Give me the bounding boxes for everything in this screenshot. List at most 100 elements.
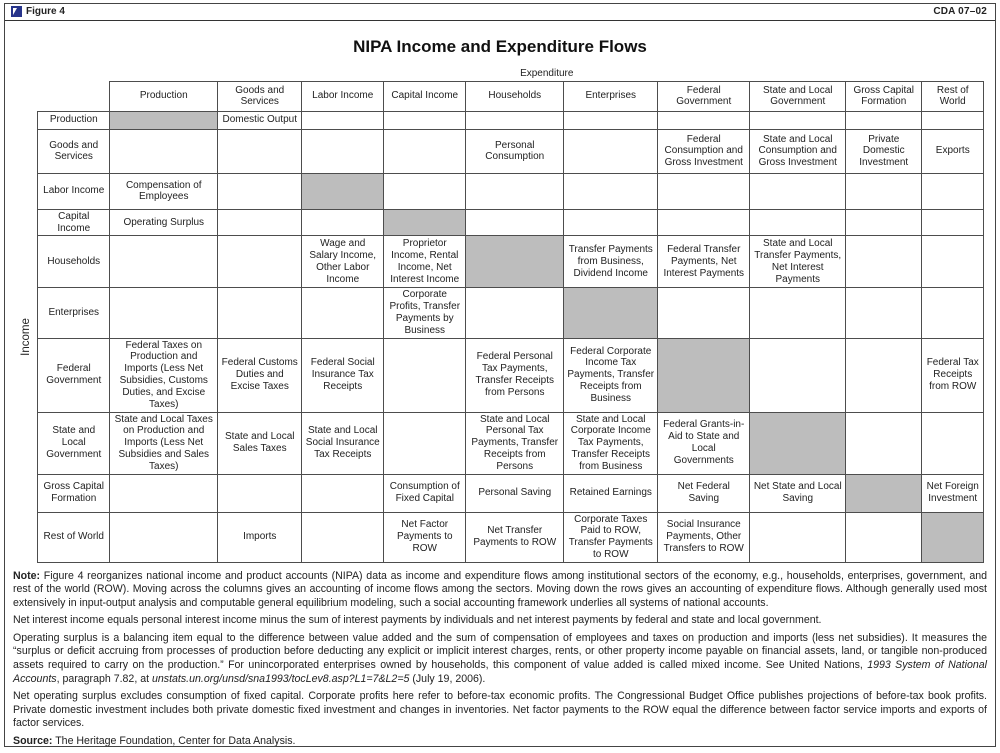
empty-cell	[109, 235, 219, 289]
flow-cell: State and Local Taxes on Production and …	[109, 411, 219, 475]
empty-cell	[217, 473, 303, 513]
diagonal-cell	[465, 235, 565, 289]
diagonal-cell	[921, 511, 985, 563]
empty-cell	[465, 172, 565, 210]
note-paragraph: Note: Figure 4 reorganizes national inco…	[13, 570, 987, 611]
flow-cell: Wage and Salary Income, Other Labor Inco…	[301, 235, 385, 289]
flow-cell: Social Insurance Payments, Other Transfe…	[657, 511, 751, 563]
flow-cell: Federal Personal Tax Payments, Transfer …	[465, 337, 565, 413]
empty-cell	[845, 208, 923, 237]
empty-cell	[657, 208, 751, 237]
empty-cell	[383, 128, 467, 174]
column-header: Enterprises	[563, 80, 659, 112]
empty-cell	[921, 110, 985, 130]
empty-cell	[657, 172, 751, 210]
nipa-flow-matrix: Expenditure Production Goods and Services…	[16, 67, 985, 563]
empty-cell	[465, 110, 565, 130]
flow-cell: Corporate Taxes Paid to ROW, Transfer Pa…	[563, 511, 659, 563]
flow-cell: Personal Consumption	[465, 128, 565, 174]
flow-cell: Net Factor Payments to ROW	[383, 511, 467, 563]
empty-cell	[749, 337, 847, 413]
empty-cell	[657, 110, 751, 130]
empty-cell	[217, 235, 303, 289]
note-text: Operating surplus is a balancing item eq…	[13, 631, 987, 672]
empty-cell	[749, 287, 847, 339]
empty-cell	[845, 337, 923, 413]
flow-cell: Federal Grants-in-Aid to State and Local…	[657, 411, 751, 475]
flow-cell: Net State and Local Saving	[749, 473, 847, 513]
flow-cell: Imports	[217, 511, 303, 563]
empty-cell	[921, 287, 985, 339]
flow-cell: Retained Earnings	[563, 473, 659, 513]
row-header: Rest of World	[37, 511, 111, 563]
column-header: State and Local Government	[749, 80, 847, 112]
flow-cell: Federal Taxes on Production and Imports …	[109, 337, 219, 413]
row-header: Federal Government	[37, 337, 111, 413]
flow-cell: Net Federal Saving	[657, 473, 751, 513]
note-paragraph: Operating surplus is a balancing item eq…	[13, 632, 987, 686]
flow-cell: Proprietor Income, Rental Income, Net In…	[383, 235, 467, 289]
empty-cell	[301, 208, 385, 237]
table-row: Income Production Domestic Output	[16, 110, 985, 356]
note-label: Note:	[13, 569, 41, 582]
empty-cell	[301, 473, 385, 513]
table-row: Goods and Services Personal Consumption Fe…	[16, 128, 985, 174]
empty-cell	[465, 208, 565, 237]
empty-cell	[845, 511, 923, 563]
row-header: Goods and Services	[37, 128, 111, 174]
empty-cell	[109, 473, 219, 513]
publisher-logo-icon	[11, 6, 22, 17]
diagonal-cell	[749, 411, 847, 475]
empty-cell	[383, 172, 467, 210]
document-code: CDA 07–02	[933, 6, 987, 17]
figure-label: Figure 4	[26, 6, 65, 17]
matrix-header: Expenditure Production Goods and Services…	[16, 67, 985, 112]
empty-cell	[563, 110, 659, 130]
row-header: Production	[37, 110, 111, 130]
header-spacer	[16, 81, 110, 111]
expenditure-axis-label: Expenditure	[109, 67, 984, 82]
empty-cell	[301, 287, 385, 339]
flow-cell: Private Domestic Investment	[845, 128, 923, 174]
diagonal-cell	[109, 110, 219, 130]
column-header: Households	[465, 80, 565, 112]
empty-cell	[301, 128, 385, 174]
notes-section: Note: Figure 4 reorganizes national inco…	[13, 570, 987, 747]
figure-page: Figure 4 CDA 07–02 NIPA Income and Expen…	[4, 3, 996, 747]
table-row: Enterprises Corporate Profits, Transfer P…	[16, 287, 985, 339]
citation-url: unstats.un.org/unsd/sna1993/tocLev8.asp?…	[152, 672, 410, 685]
empty-cell	[465, 287, 565, 339]
empty-cell	[749, 511, 847, 563]
empty-cell	[217, 172, 303, 210]
flow-cell: Federal Tax Receipts from ROW	[921, 337, 985, 413]
table-row: State and Local Government State and Loca…	[16, 411, 985, 475]
empty-cell	[657, 287, 751, 339]
empty-cell	[921, 172, 985, 210]
empty-cell	[845, 172, 923, 210]
note-paragraph: Net operating surplus excludes consumpti…	[13, 690, 987, 730]
row-header: Gross Capital Formation	[37, 473, 111, 513]
diagonal-cell	[301, 172, 385, 210]
flow-cell: Consumption of Fixed Capital	[383, 473, 467, 513]
source-text: The Heritage Foundation, Center for Data…	[52, 734, 296, 747]
flow-cell: Exports	[921, 128, 985, 174]
empty-cell	[383, 411, 467, 475]
top-bar: Figure 4 CDA 07–02	[5, 4, 995, 21]
empty-cell	[921, 411, 985, 475]
cited-work-title: 1993 System of National Accounts	[13, 659, 987, 685]
note-text: (July 19, 2006).	[409, 672, 486, 685]
column-header: Capital Income	[383, 80, 467, 112]
source-label: Source:	[13, 734, 53, 747]
empty-cell	[749, 208, 847, 237]
empty-cell	[845, 110, 923, 130]
empty-cell	[109, 511, 219, 563]
income-axis-label: Income	[19, 317, 32, 356]
source-line: Source: The Heritage Foundation, Center …	[13, 734, 987, 747]
flow-cell: State and Local Corporate Income Tax Pay…	[563, 411, 659, 475]
flow-cell: Federal Corporate Income Tax Payments, T…	[563, 337, 659, 413]
empty-cell	[749, 172, 847, 210]
flow-cell: Corporate Profits, Transfer Payments by …	[383, 287, 467, 339]
column-header: Rest of World	[921, 80, 985, 112]
table-row: Gross Capital Formation Consumption of Fi…	[16, 473, 985, 513]
column-header: Federal Government	[657, 80, 751, 112]
